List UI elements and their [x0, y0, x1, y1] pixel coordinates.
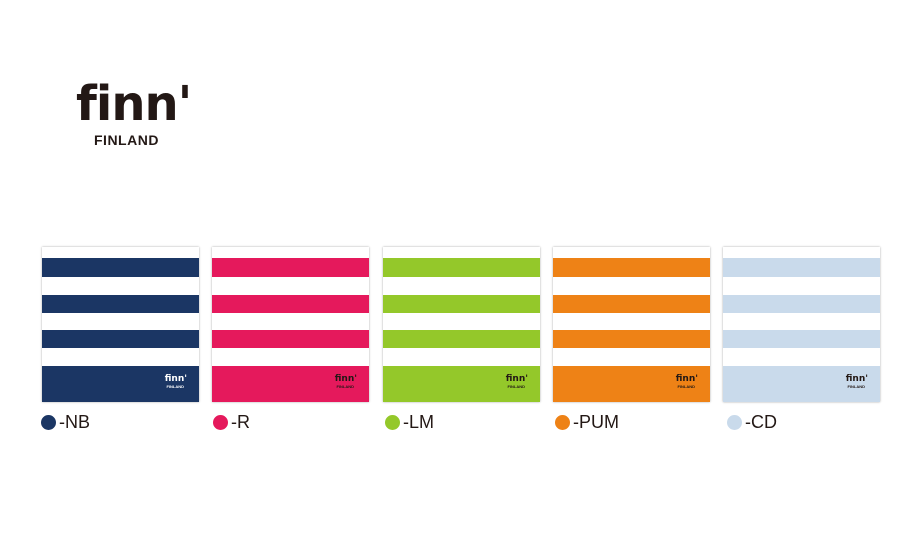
stripe [723, 295, 880, 313]
swatch-logo: finn' FINLAND [675, 374, 698, 390]
variant-code: -LM [403, 411, 434, 432]
swatch-logo-wordmark: finn' [334, 374, 357, 384]
stripe [553, 258, 710, 277]
swatch-logo-wordmark: finn' [845, 374, 868, 384]
stripe [383, 366, 540, 402]
swatch-cd: finn' FINLAND [723, 247, 880, 402]
color-dot-icon [41, 414, 56, 430]
swatch-logo-country: FINLAND [507, 384, 525, 389]
swatch-logo-country: FINLAND [677, 384, 695, 389]
variant-label-pum: -PUM [555, 412, 619, 432]
color-dot-icon [727, 414, 742, 430]
stripe [723, 366, 880, 402]
stripe [212, 366, 369, 402]
stripe [553, 295, 710, 313]
stripe [723, 330, 880, 348]
swatch-logo-country: FINLAND [847, 384, 865, 389]
swatch-logo: finn' FINLAND [164, 374, 187, 390]
variant-code: -PUM [573, 411, 619, 432]
stripe [42, 295, 199, 313]
color-dot-icon [385, 414, 400, 430]
stripe [42, 330, 199, 348]
stripe [383, 330, 540, 348]
stripe [212, 258, 369, 277]
stripe [42, 258, 199, 277]
color-dot-icon [213, 414, 228, 430]
swatch-logo: finn' FINLAND [505, 374, 528, 390]
variant-code: -NB [59, 411, 90, 432]
stripe [212, 295, 369, 313]
stripe [383, 295, 540, 313]
stripe [723, 258, 880, 277]
swatch-logo-wordmark: finn' [164, 374, 187, 384]
finn-finland-logo: finn' FINLAND [74, 80, 194, 148]
swatch-logo-wordmark: finn' [675, 374, 698, 384]
swatch-logo-country: FINLAND [336, 384, 354, 389]
stripe [212, 330, 369, 348]
variant-code: -R [231, 411, 250, 432]
stripe [383, 258, 540, 277]
variant-code: -CD [745, 411, 777, 432]
stripe [42, 366, 199, 402]
swatch-logo: finn' FINLAND [845, 374, 868, 390]
variant-label-nb: -NB [41, 412, 90, 432]
swatch-pum: finn' FINLAND [553, 247, 710, 402]
swatch-logo: finn' FINLAND [334, 374, 357, 390]
logo-wordmark: finn' [76, 76, 192, 132]
stripe [553, 330, 710, 348]
variant-label-r: -R [213, 412, 250, 432]
variant-label-cd: -CD [727, 412, 777, 432]
swatch-lm: finn' FINLAND [383, 247, 540, 402]
variant-label-lm: -LM [385, 412, 434, 432]
color-dot-icon [555, 414, 570, 430]
stripe [553, 366, 710, 402]
swatch-r: finn' FINLAND [212, 247, 369, 402]
logo-country: FINLAND [94, 132, 159, 148]
swatch-logo-country: FINLAND [166, 384, 184, 389]
swatch-nb: finn' FINLAND [42, 247, 199, 402]
swatch-logo-wordmark: finn' [505, 374, 528, 384]
